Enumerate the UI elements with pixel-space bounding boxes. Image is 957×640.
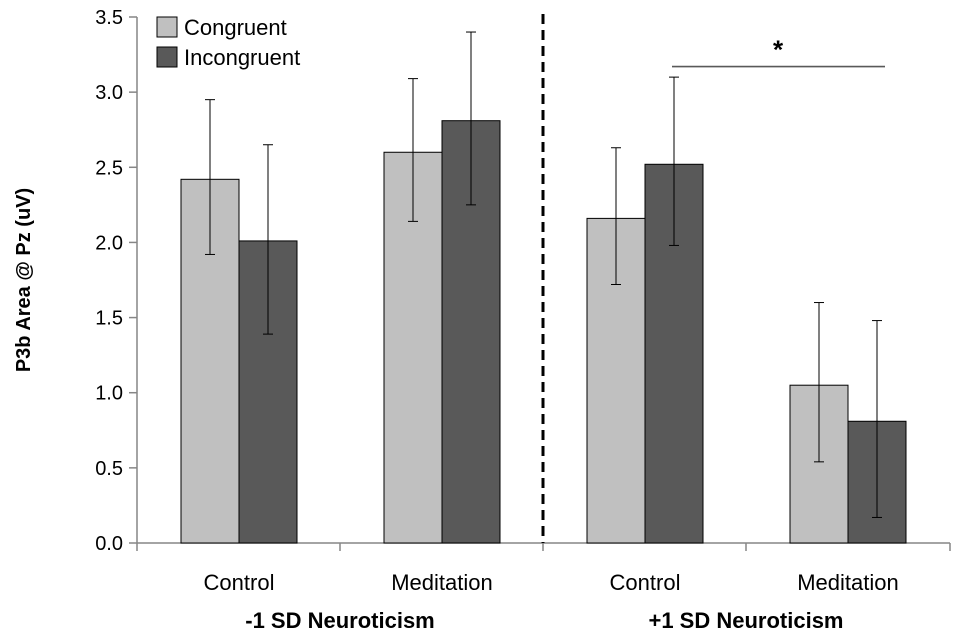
error-bar-congruent [814, 302, 824, 463]
error-bars [205, 31, 882, 518]
y-tick-label: 3.0 [95, 82, 123, 104]
y-axis-label: P3b Area @ Pz (uV) [13, 188, 35, 372]
x-category-label: Meditation [391, 570, 493, 595]
group-labels: -1 SD Neuroticism +1 SD Neuroticism [245, 608, 843, 633]
legend-label-incongruent: Incongruent [184, 45, 300, 70]
error-bar-congruent [205, 99, 215, 255]
group-label: -1 SD Neuroticism [245, 608, 435, 633]
x-category-label: Control [204, 570, 275, 595]
significance-marker: * [672, 35, 885, 68]
error-bar-congruent [611, 147, 621, 286]
y-tick-label: 1.0 [95, 383, 123, 405]
group-label: +1 SD Neuroticism [648, 608, 843, 633]
y-tick-label: 0.0 [95, 533, 123, 555]
y-tick-label: 0.5 [95, 458, 123, 480]
x-category-label: Meditation [797, 570, 899, 595]
legend-swatch-incongruent [156, 46, 178, 68]
y-tick-label: 2.5 [95, 157, 123, 179]
y-tick-label: 3.5 [95, 7, 123, 29]
legend-swatch-congruent [156, 16, 178, 38]
error-bar-incongruent [466, 31, 476, 206]
legend: Congruent Incongruent [156, 15, 300, 70]
significance-label: * [773, 35, 784, 65]
x-category-labels: Control Meditation Control Meditation [204, 570, 899, 595]
error-bar-incongruent [872, 320, 882, 518]
error-bar-incongruent [669, 76, 679, 246]
y-tick-labels: 0.0 0.5 1.0 1.5 2.0 2.5 3.0 3.5 [95, 7, 123, 555]
y-tick-label: 1.5 [95, 308, 123, 330]
error-bar-congruent [408, 78, 418, 222]
y-tick-label: 2.0 [95, 232, 123, 254]
x-category-label: Control [610, 570, 681, 595]
legend-label-congruent: Congruent [184, 15, 287, 40]
error-bar-incongruent [263, 144, 273, 335]
